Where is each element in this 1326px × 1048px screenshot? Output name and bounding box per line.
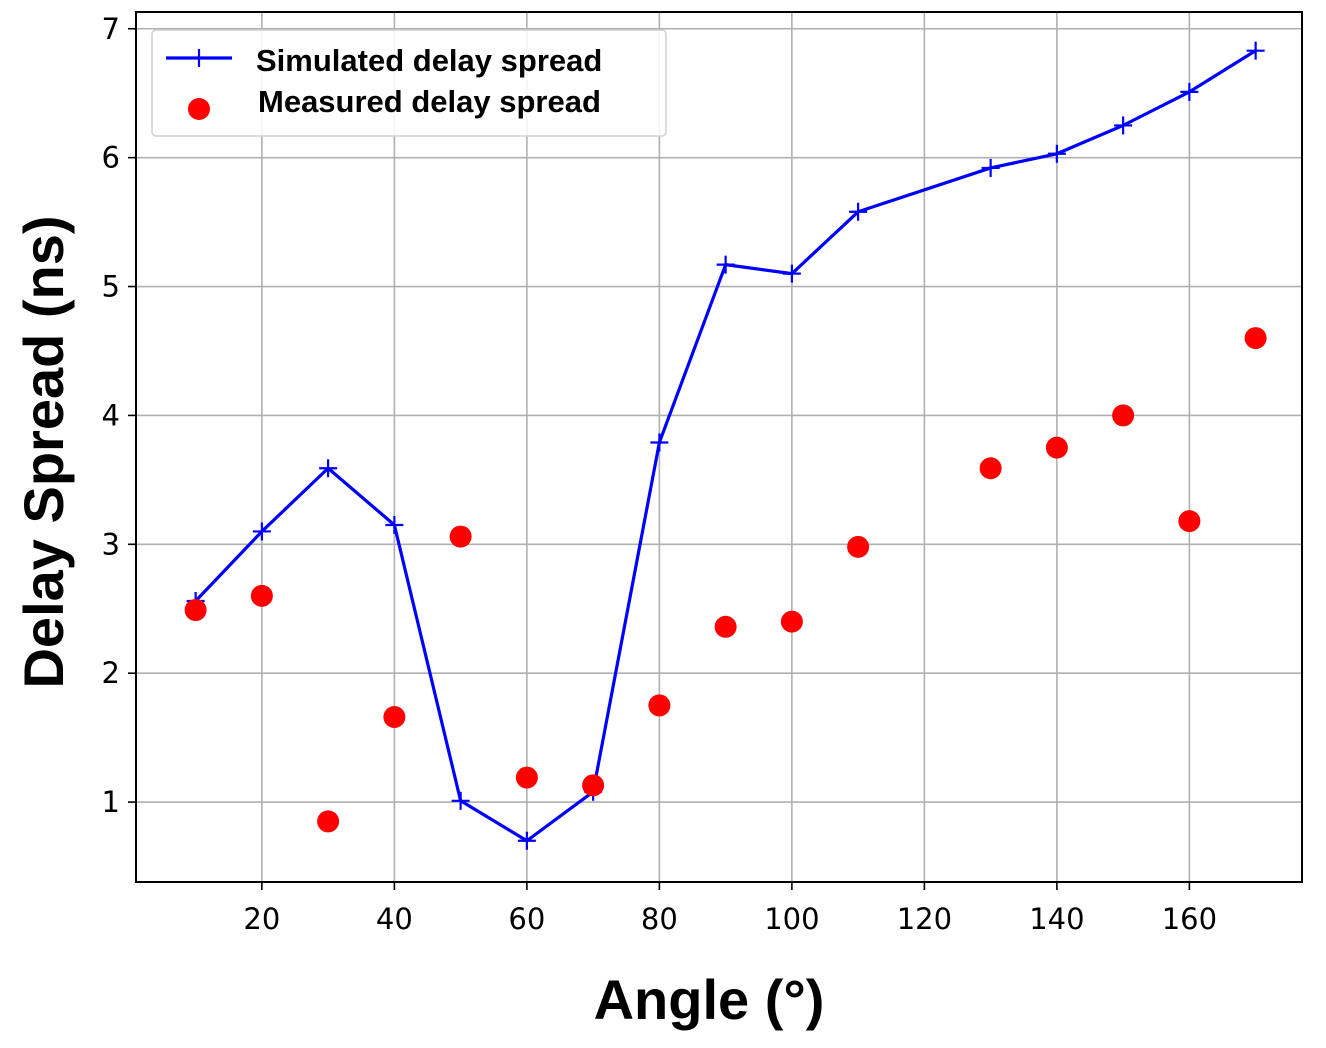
measured-point <box>449 525 472 548</box>
simulated-point <box>252 522 271 541</box>
x-tick-label: 60 <box>508 902 545 936</box>
measured-point <box>582 774 605 797</box>
simulated-point <box>849 202 868 221</box>
legend-simulated-label: Simulated delay spread <box>256 43 602 78</box>
x-tick-label: 120 <box>897 902 952 936</box>
measured-point <box>979 457 1002 480</box>
simulated-series-line <box>194 49 1257 843</box>
simulated-point <box>1246 41 1265 60</box>
measured-point <box>1178 510 1201 533</box>
simulated-point <box>1114 116 1133 135</box>
legend-measured-marker <box>188 98 210 120</box>
grid-lines <box>136 12 1302 882</box>
measured-point <box>250 584 273 607</box>
simulated-point <box>517 831 536 850</box>
simulated-point <box>1180 82 1199 101</box>
legend: Simulated delay spread Measured delay sp… <box>151 29 667 137</box>
simulated-point <box>782 264 801 283</box>
x-axis-title: Angle (°) <box>594 968 825 1031</box>
x-tick-label: 80 <box>641 902 678 936</box>
measured-point <box>847 535 870 558</box>
measured-point <box>1244 327 1267 350</box>
y-tick-label: 3 <box>102 527 120 561</box>
simulated-point <box>981 158 1000 177</box>
simulated-point <box>451 791 470 810</box>
measured-point <box>317 810 340 833</box>
y-tick-label: 6 <box>102 141 120 175</box>
axis-ticks: 20 40 60 80 100 120 140 160 1 2 3 4 5 6 7 <box>102 12 1218 936</box>
measured-point <box>780 610 803 633</box>
measured-point <box>184 599 207 622</box>
legend-measured-label: Measured delay spread <box>258 84 601 119</box>
y-tick-label: 7 <box>102 12 120 46</box>
x-tick-label: 40 <box>376 902 413 936</box>
y-tick-label: 4 <box>102 398 120 432</box>
y-tick-label: 2 <box>102 656 120 690</box>
legend-simulated-swatch <box>166 49 232 67</box>
measured-point <box>648 694 671 717</box>
simulated-point <box>319 459 338 478</box>
measured-point <box>1112 404 1135 427</box>
y-tick-label: 1 <box>102 785 120 819</box>
legend-measured-swatch <box>188 98 210 120</box>
y-axis-title: Delay Spread (ns) <box>12 215 75 688</box>
plot-frame <box>135 11 1303 883</box>
x-tick-label: 20 <box>243 902 280 936</box>
measured-point <box>515 766 538 789</box>
simulated-point <box>1047 144 1066 163</box>
series-layer <box>184 41 1267 850</box>
x-tick-label: 140 <box>1029 902 1084 936</box>
measured-point <box>714 615 737 638</box>
x-tick-label: 100 <box>764 902 819 936</box>
legend-simulated-marker <box>190 49 208 67</box>
y-tick-label: 5 <box>102 270 120 304</box>
simulated-point <box>385 515 404 534</box>
simulated-point <box>650 433 669 452</box>
measured-point <box>383 706 406 729</box>
legend-box <box>151 29 667 137</box>
x-tick-label: 160 <box>1162 902 1217 936</box>
simulated-point <box>716 255 735 274</box>
measured-point <box>1045 436 1068 459</box>
